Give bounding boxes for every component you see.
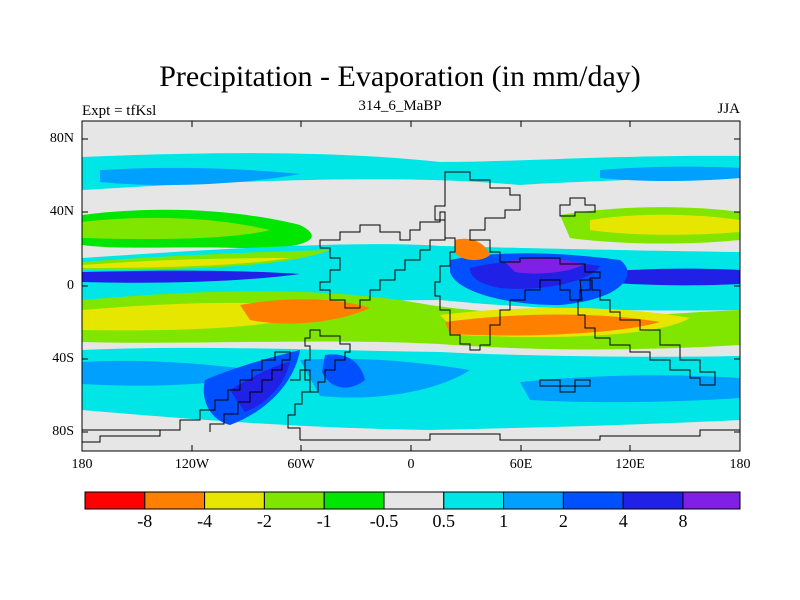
- lat-tick-label: 80S: [52, 424, 74, 439]
- coastline-south-pacific-island: [539, 379, 591, 393]
- time-stamp-label: 314_6_MaBP: [358, 98, 442, 114]
- lon-tick-label: 60E: [509, 457, 533, 472]
- colorbar-label: 8: [678, 511, 688, 531]
- coastline-antarctic-peninsula-inner: [287, 369, 311, 440]
- colorbar-label: -4: [197, 511, 213, 531]
- colorbar: [84, 491, 741, 510]
- lat-tick-label: 40S: [52, 351, 74, 366]
- lat-tick-label: 40N: [49, 204, 74, 219]
- colorbar-label: -8: [137, 511, 153, 531]
- lon-tick-label: 120E: [615, 457, 645, 472]
- contour-ssub-core-west: [240, 299, 370, 324]
- colorbar-swatch-4: [263, 491, 325, 510]
- lon-tick-label: 180: [729, 457, 751, 472]
- colorbar-swatch-8: [503, 491, 564, 510]
- map-title: Precipitation - Evaporation (in mm/day): [159, 60, 641, 93]
- contour-monsoon-core: [505, 258, 585, 274]
- colorbar-swatch-10: [622, 491, 684, 510]
- coastline-asia-northeast: [559, 197, 596, 217]
- contour-sh-midlat-core-east: [520, 375, 740, 403]
- contour-tropical-dry-inner: [82, 258, 290, 268]
- colorbar-label: -1: [316, 511, 332, 531]
- lat-tick-label: 80N: [49, 131, 74, 146]
- lon-tick-label: 120W: [174, 457, 210, 472]
- coastline-south-america: [304, 329, 351, 393]
- coastline-eurasia-africa: [434, 171, 601, 351]
- colorbar-label: 0.5: [432, 511, 456, 531]
- contour-nh-highlat-core-east: [600, 166, 740, 181]
- season-label: JJA: [717, 101, 740, 117]
- colorbar-swatch-3: [204, 491, 265, 510]
- coastlines: [82, 171, 740, 443]
- colorbar-swatch-2: [144, 491, 206, 510]
- lon-tick-label: 180: [71, 457, 93, 472]
- colorbar-label: -2: [256, 511, 272, 531]
- colorbar-label: 4: [618, 511, 628, 531]
- colorbar-swatch-5: [323, 491, 385, 510]
- lat-tick-label: 0: [67, 278, 74, 293]
- contour-itcz-pacific: [600, 268, 740, 286]
- colorbar-swatch-1: [84, 491, 146, 510]
- coastline-north-america: [319, 211, 446, 309]
- coastline-antarctic-peninsula: [160, 351, 291, 432]
- colorbar-label: -0.5: [369, 511, 399, 531]
- contour-scotia-wet: [322, 354, 365, 388]
- lon-tick-label: 60W: [287, 457, 315, 472]
- colorbar-swatch-7: [443, 491, 505, 510]
- coastline-antarctica: [82, 429, 740, 443]
- contour-fill: [82, 153, 740, 451]
- coastline-australia: [577, 279, 716, 386]
- contour-antarctic-peninsula-core: [230, 362, 290, 412]
- contour-npac-inner: [590, 214, 740, 235]
- colorbar-label: 1: [499, 511, 509, 531]
- tick-marks: [82, 121, 740, 451]
- experiment-label: Expt = tfKsl: [82, 103, 157, 119]
- contour-itcz-atlantic: [82, 270, 300, 283]
- contour-nh-midlat-inner: [82, 217, 270, 240]
- colorbar-label: 2: [558, 511, 568, 531]
- contour-central-africa-dry: [455, 238, 490, 261]
- lon-tick-label: 0: [407, 457, 415, 472]
- colorbar-swatch-6: [383, 491, 445, 510]
- colorbar-swatch-11: [682, 491, 741, 510]
- contour-nh-highlat-core: [100, 167, 300, 186]
- contour-ssub-core-east: [445, 314, 660, 336]
- colorbar-swatch-9: [562, 491, 624, 510]
